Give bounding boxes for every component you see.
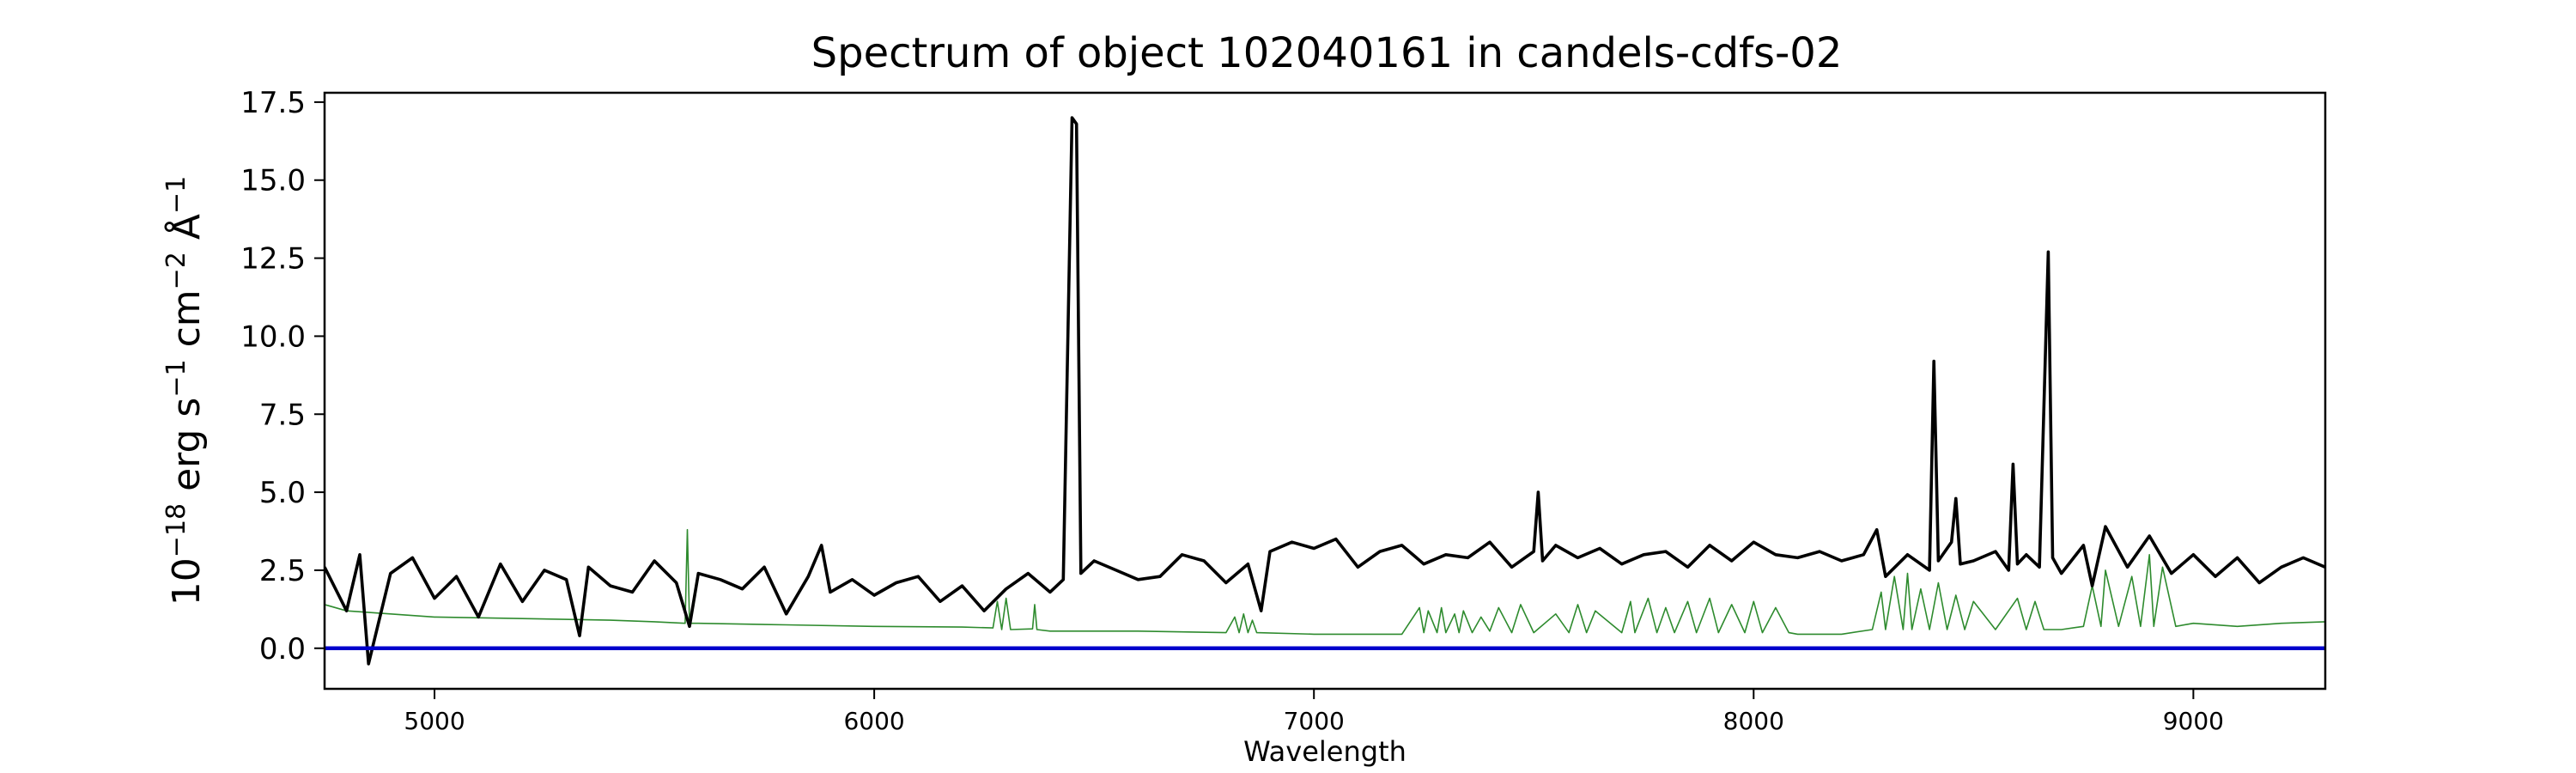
y-tick-label: 7.5 [259, 398, 306, 432]
y-label-exponent: −2 [161, 252, 191, 289]
x-tick-label: 9000 [2163, 707, 2224, 735]
x-axis-label: Wavelength [1243, 735, 1406, 768]
noise-series-line [325, 528, 2325, 636]
x-tick-label: 5000 [404, 707, 465, 735]
plot-frame [323, 91, 2327, 691]
y-tick-label: 17.5 [240, 86, 306, 120]
y-tick-label: 0.0 [259, 632, 306, 666]
x-tick-label: 7000 [1284, 707, 1345, 735]
y-tick-label: 5.0 [259, 476, 306, 510]
y-tick-label: 12.5 [240, 242, 306, 277]
y-label-text: erg s [165, 398, 209, 503]
y-label-text: Å [163, 214, 209, 252]
y-tick-label: 10.0 [240, 320, 306, 354]
x-axis: 5000 6000 7000 8000 9000 [404, 689, 2224, 735]
y-label-text: cm [165, 289, 209, 359]
flux-series-line [325, 116, 2325, 666]
y-tick-label: 15.0 [240, 164, 306, 198]
y-label-exponent: −1 [161, 176, 191, 214]
x-tick-label: 8000 [1723, 707, 1784, 735]
y-tick-label: 2.5 [259, 554, 306, 588]
chart-title: Spectrum of object 102040161 in candels-… [811, 29, 1843, 77]
y-label-exponent: −1 [161, 359, 191, 397]
y-axis: 0.0 2.5 5.0 7.5 10.0 12.5 15.0 17.5 [240, 86, 325, 666]
plot-area [325, 116, 2325, 666]
x-tick-label: 6000 [843, 707, 904, 735]
y-axis-label: 10−18 erg s−1 cm−2 Å−1 [161, 176, 210, 606]
y-label-exponent: −18 [161, 503, 191, 557]
y-label-text: 10 [165, 557, 209, 606]
